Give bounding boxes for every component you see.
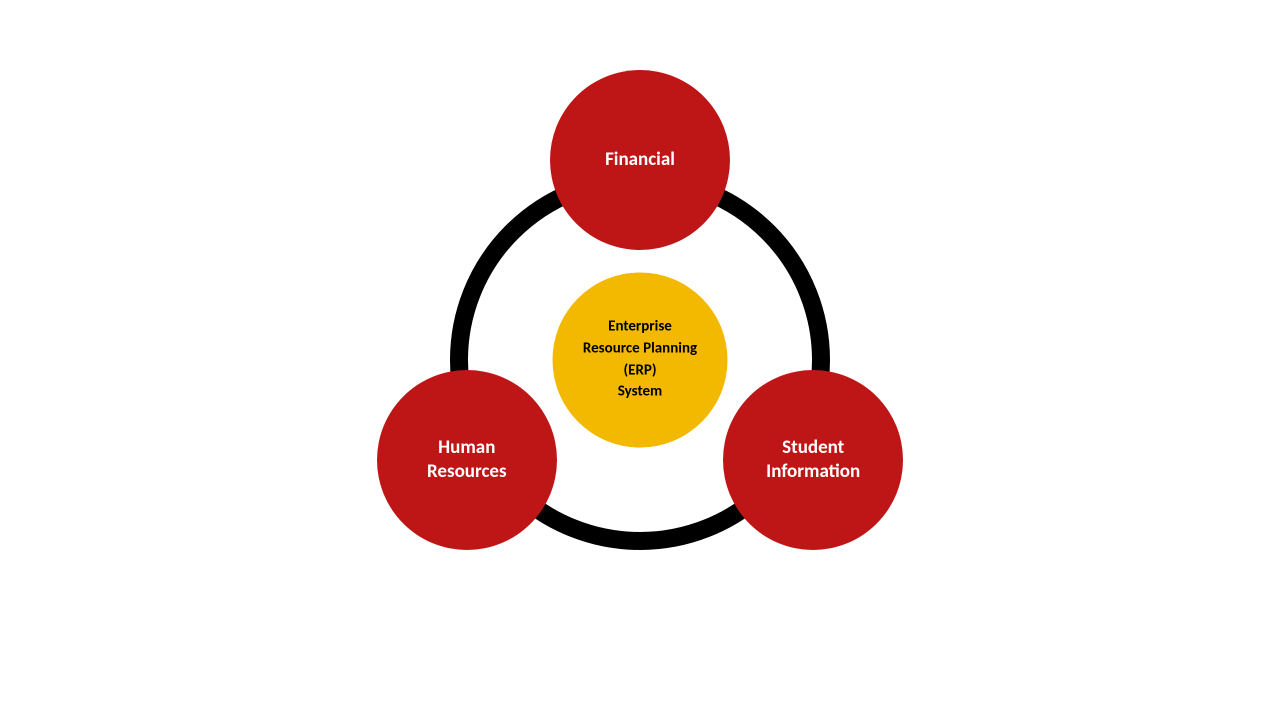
erp-cycle-diagram: EnterpriseResource Planning(ERP)System F… xyxy=(340,60,940,660)
center-label-line: Resource Planning xyxy=(583,338,697,360)
outer-node: Financial xyxy=(550,70,730,250)
outer-node-label-line: Student xyxy=(782,436,844,460)
center-node: EnterpriseResource Planning(ERP)System xyxy=(553,273,728,448)
outer-node: HumanResources xyxy=(377,370,557,550)
outer-node-label-line: Resources xyxy=(427,460,507,484)
outer-node-label-line: Information xyxy=(766,460,860,484)
center-label-line: System xyxy=(618,382,662,404)
outer-node-label-line: Human xyxy=(438,436,495,460)
outer-node: StudentInformation xyxy=(723,370,903,550)
outer-node-label-line: Financial xyxy=(605,148,675,172)
center-label-line: (ERP) xyxy=(623,360,656,382)
center-label-line: Enterprise xyxy=(608,317,672,339)
